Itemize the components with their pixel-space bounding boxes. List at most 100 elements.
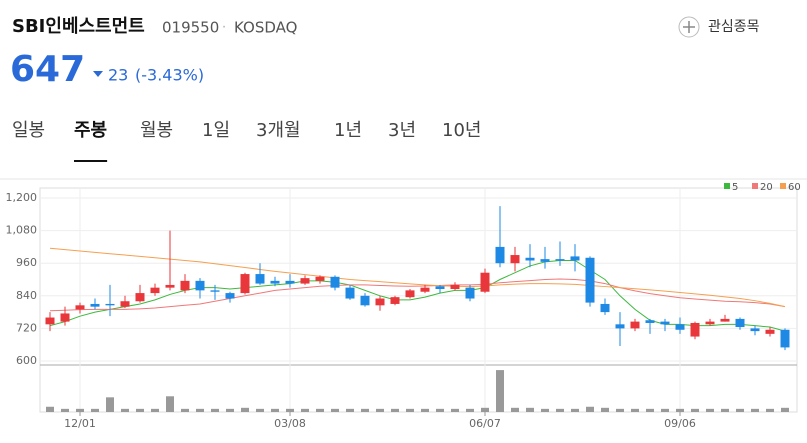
tab[interactable]: 주봉 [74,120,107,141]
candle-body [120,301,130,307]
candle-body [360,295,370,306]
volume-bar [406,408,414,412]
candle-body [330,276,340,288]
volume-bar [61,408,69,412]
volume-bar [706,408,714,412]
tab[interactable]: 3개월 [256,120,301,141]
ma-line [49,247,786,308]
plus [683,21,695,33]
y-tick-label: 720 [16,321,37,334]
candle-body [225,293,235,299]
candle-body [45,317,55,325]
volume-bar [421,408,429,412]
volume-bar [226,408,234,412]
price: 647 [10,49,85,90]
candle-body [270,280,280,284]
volume-bar [721,408,729,412]
candle-body [135,293,145,302]
tab[interactable]: 일봉 [12,120,45,141]
candle-body [765,329,775,334]
candle-body [405,290,415,298]
candle-body [465,287,475,299]
volume-bar [301,408,309,412]
volume-bar [256,408,264,412]
volume-bar [676,408,684,412]
volume-bar [586,406,594,412]
y-tick-label: 840 [16,289,37,302]
volume-bar [376,408,384,412]
legend-label: 20 [760,182,773,193]
volume-bar [286,408,294,412]
x-tick-label: 03/08 [274,417,306,430]
volume-bar [271,408,279,412]
y-tick-label: 1,200 [6,191,38,204]
candle-body [585,257,595,303]
candle-body [165,284,175,288]
candle-body [735,318,745,328]
candle-body [510,255,520,264]
candle-body [435,286,445,290]
volume-bar [766,408,774,412]
volume-bar [661,408,669,412]
candle-body [60,313,70,322]
candle-body [450,284,460,290]
volume-bar [316,408,324,412]
tab[interactable]: 1년 [334,120,362,141]
watch-button[interactable]: 관심종목 [708,19,760,35]
volume-bar [616,408,624,412]
volume-bar [91,408,99,412]
candle-body [645,320,655,323]
volume-bar [556,408,564,412]
volume-bar [511,407,519,412]
candle-body [195,280,205,291]
down-arrow [93,71,103,77]
volume-bar [121,408,129,412]
candle-body [675,324,685,330]
y-tick-label: 1,080 [6,224,38,237]
candle-body [495,246,505,264]
candle-body [105,303,115,306]
volume-bar [346,408,354,412]
volume-bar [691,408,699,412]
volume-bar [196,408,204,412]
stock-code: 019550 [162,19,219,37]
watch-icon[interactable] [678,16,700,38]
legend-label: 60 [788,182,801,193]
tab[interactable]: 10년 [442,120,481,141]
legend-label: 5 [732,182,738,193]
tab[interactable]: 월봉 [140,120,173,141]
volume-bar [436,408,444,412]
candle-body [300,278,310,284]
candle-body [690,322,700,337]
x-tick-label: 09/06 [664,417,696,430]
x-tick-label: 12/01 [64,417,96,430]
volume-bar [781,407,789,412]
volume-bar [151,408,159,412]
candle-body [210,290,220,292]
volume-bar [391,408,399,412]
candle-body [720,318,730,322]
candle-body [525,257,535,261]
candle-body [390,297,400,304]
candle-body [315,276,325,281]
candle-body [600,303,610,313]
y-tick-label: 600 [16,354,37,367]
tab[interactable]: 1일 [202,120,230,141]
volume-bar [466,408,474,412]
candle-body [345,287,355,299]
candle-body [180,280,190,291]
volume-bar [496,370,504,412]
volume-bar [331,408,339,412]
y-tick-label: 960 [16,256,37,269]
candle-body [570,256,580,261]
candle-body [630,321,640,329]
volume-bar [631,408,639,412]
candle-body [150,287,160,294]
candle-body [750,328,760,332]
candle-body [705,321,715,325]
candle-body [75,305,85,310]
volume-bar [451,408,459,412]
change: 23 [108,66,128,85]
tab[interactable]: 3년 [388,120,416,141]
